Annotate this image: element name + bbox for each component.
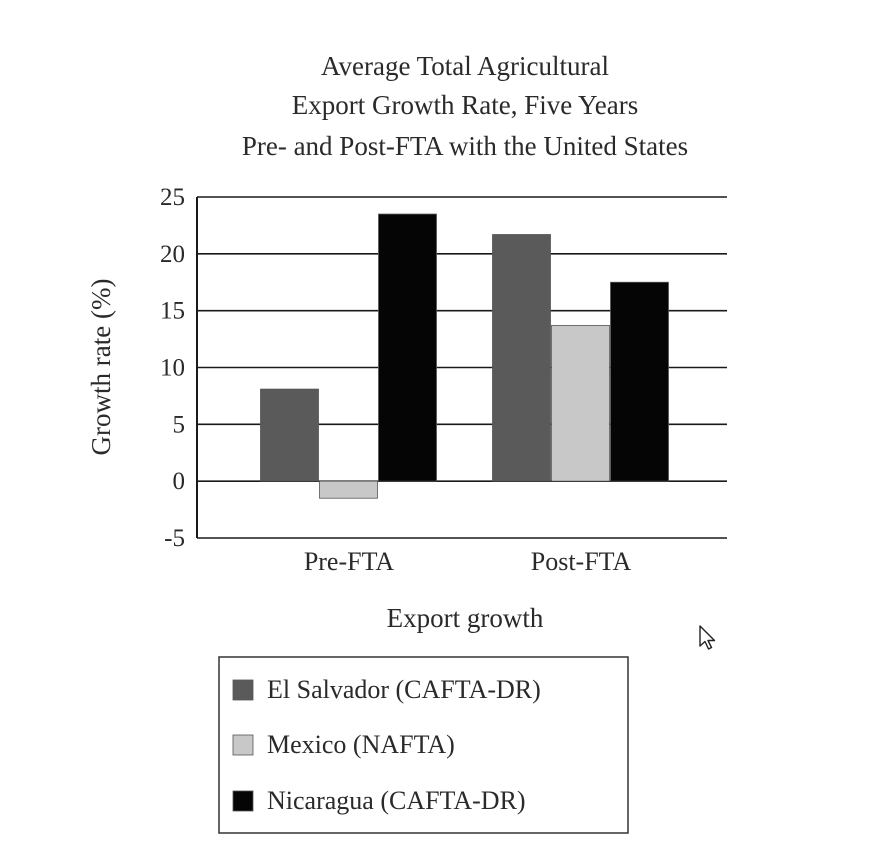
legend-label: El Salvador (CAFTA-DR) — [267, 675, 541, 704]
y-tick-labels: 25 20 15 10 5 0 -5 — [160, 184, 185, 552]
legend-swatch — [232, 734, 254, 756]
bar — [551, 325, 610, 482]
x-tick-label: Post-FTA — [531, 547, 632, 576]
legend-label: Mexico (NAFTA) — [267, 730, 455, 759]
chart-title-line-1: Average Total Agricultural — [321, 51, 609, 81]
y-tick-label: 0 — [173, 468, 186, 495]
bar — [378, 213, 437, 482]
legend-swatch — [232, 790, 254, 812]
x-axis-label: Export growth — [387, 603, 544, 633]
x-tick-labels: Pre-FTA Post-FTA — [304, 547, 632, 576]
pointer-arrow-icon — [699, 625, 716, 650]
bar — [319, 480, 378, 499]
chart-title-line-2: Export Growth Rate, Five Years — [292, 90, 638, 120]
bars — [260, 213, 669, 499]
chart-title: Average Total Agricultural Export Growth… — [242, 51, 688, 161]
y-tick-label: 25 — [160, 184, 185, 211]
bar — [610, 281, 669, 482]
legend: El Salvador (CAFTA-DR) Mexico (NAFTA) Nica… — [218, 656, 629, 834]
legend-label: Nicaragua (CAFTA-DR) — [267, 786, 526, 815]
legend-swatch — [232, 679, 254, 701]
bar — [260, 388, 319, 482]
y-tick-label: 20 — [160, 241, 185, 268]
chart-title-line-3: Pre- and Post-FTA with the United States — [242, 131, 688, 161]
y-axis-label: Growth rate (%) — [86, 279, 116, 456]
y-tick-label: 15 — [160, 298, 185, 325]
y-tick-label: 10 — [160, 355, 185, 382]
y-tick-label: -5 — [164, 525, 185, 552]
x-tick-label: Pre-FTA — [304, 547, 395, 576]
y-tick-label: 5 — [173, 411, 186, 438]
legend-box — [218, 656, 629, 834]
bar — [492, 234, 551, 482]
